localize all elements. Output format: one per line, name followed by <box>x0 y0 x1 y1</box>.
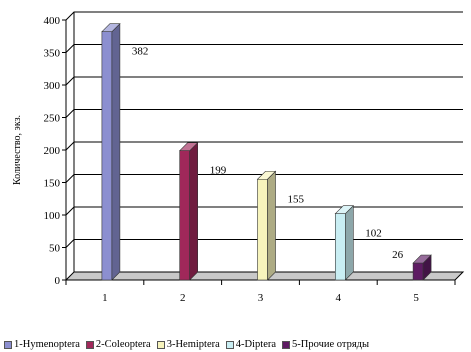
x-axis-ticks: 1 2 3 4 5 <box>65 280 456 304</box>
bar-side <box>267 170 276 281</box>
data-label: 102 <box>365 228 382 240</box>
legend-label: 2-Coleoptera <box>95 339 151 350</box>
bar-4 <box>334 204 355 281</box>
legend-item-4: 4-Diptera <box>225 339 277 350</box>
x-tick-label: 2 <box>180 292 186 304</box>
y-tick-label: 200 <box>44 145 61 157</box>
bar-chart: 0 50 100 150 200 250 300 350 400 1 2 3 4 5 382 199 155… <box>12 11 465 304</box>
legend-label: 3-Hemiptera <box>166 339 220 350</box>
bar-top <box>412 254 432 264</box>
bars <box>101 22 432 281</box>
y-tick-label: 150 <box>44 178 61 190</box>
legend-swatch <box>85 340 94 349</box>
bar-1 <box>101 22 121 281</box>
y-tick-label: 0 <box>55 275 61 287</box>
legend-swatch <box>156 340 165 349</box>
legend-label: 1-Hymenoptera <box>14 339 80 350</box>
bar-top <box>334 205 355 214</box>
y-tick-label: 100 <box>44 210 61 222</box>
legend-swatch <box>225 340 234 349</box>
bar-top <box>178 142 199 151</box>
x-tick-label: 3 <box>258 292 264 304</box>
bar-front <box>179 150 190 281</box>
gridline <box>65 11 463 21</box>
bar-front <box>257 178 268 281</box>
legend-label: 5-Прочие отряды <box>292 339 370 350</box>
x-tick-label: 1 <box>102 292 108 304</box>
legend-swatch <box>4 340 12 349</box>
legend-item-3: 3-Hemiptera <box>156 339 220 350</box>
bar-side <box>189 141 198 281</box>
data-label: 155 <box>288 193 305 205</box>
y-tick-label: 350 <box>44 48 61 60</box>
legend-item-5: 5-Прочие отряды <box>282 339 369 350</box>
bar-front <box>412 262 424 281</box>
gridline <box>65 76 463 86</box>
data-label: 26 <box>392 249 404 261</box>
legend-item-1: 1-Hymenoptera <box>4 339 80 350</box>
bar-5 <box>412 254 432 281</box>
bar-top <box>256 170 277 180</box>
y-axis-ticks: 0 50 100 150 200 250 300 350 400 <box>44 15 66 287</box>
y-axis-label: Количество, экз. <box>12 115 23 185</box>
data-labels: 382 199 155 102 26 <box>132 46 404 261</box>
y-tick-label: 250 <box>44 113 61 125</box>
gridline <box>65 109 463 118</box>
y-tick-label: 50 <box>49 243 61 255</box>
gridline <box>65 141 463 151</box>
x-tick-label: 5 <box>413 292 419 304</box>
data-label: 199 <box>210 165 227 177</box>
legend: 1-Hymenoptera 2-Coleoptera 3-Hemiptera 4-Di… <box>4 338 470 351</box>
bar-top <box>101 23 121 33</box>
gridline <box>65 44 463 53</box>
bar-side <box>111 22 121 281</box>
data-label: 382 <box>132 46 149 58</box>
x-tick-label: 4 <box>336 292 342 304</box>
bar-side <box>344 204 354 281</box>
legend-label: 4-Diptera <box>235 339 277 350</box>
bar-3 <box>256 170 277 281</box>
y-tick-label: 400 <box>44 15 61 27</box>
bar-2 <box>178 141 199 281</box>
legend-item-2: 2-Coleoptera <box>85 339 151 350</box>
bar-front <box>334 213 346 281</box>
y-tick-label: 300 <box>44 80 61 92</box>
legend-swatch <box>282 340 291 349</box>
bar-front <box>101 31 113 281</box>
